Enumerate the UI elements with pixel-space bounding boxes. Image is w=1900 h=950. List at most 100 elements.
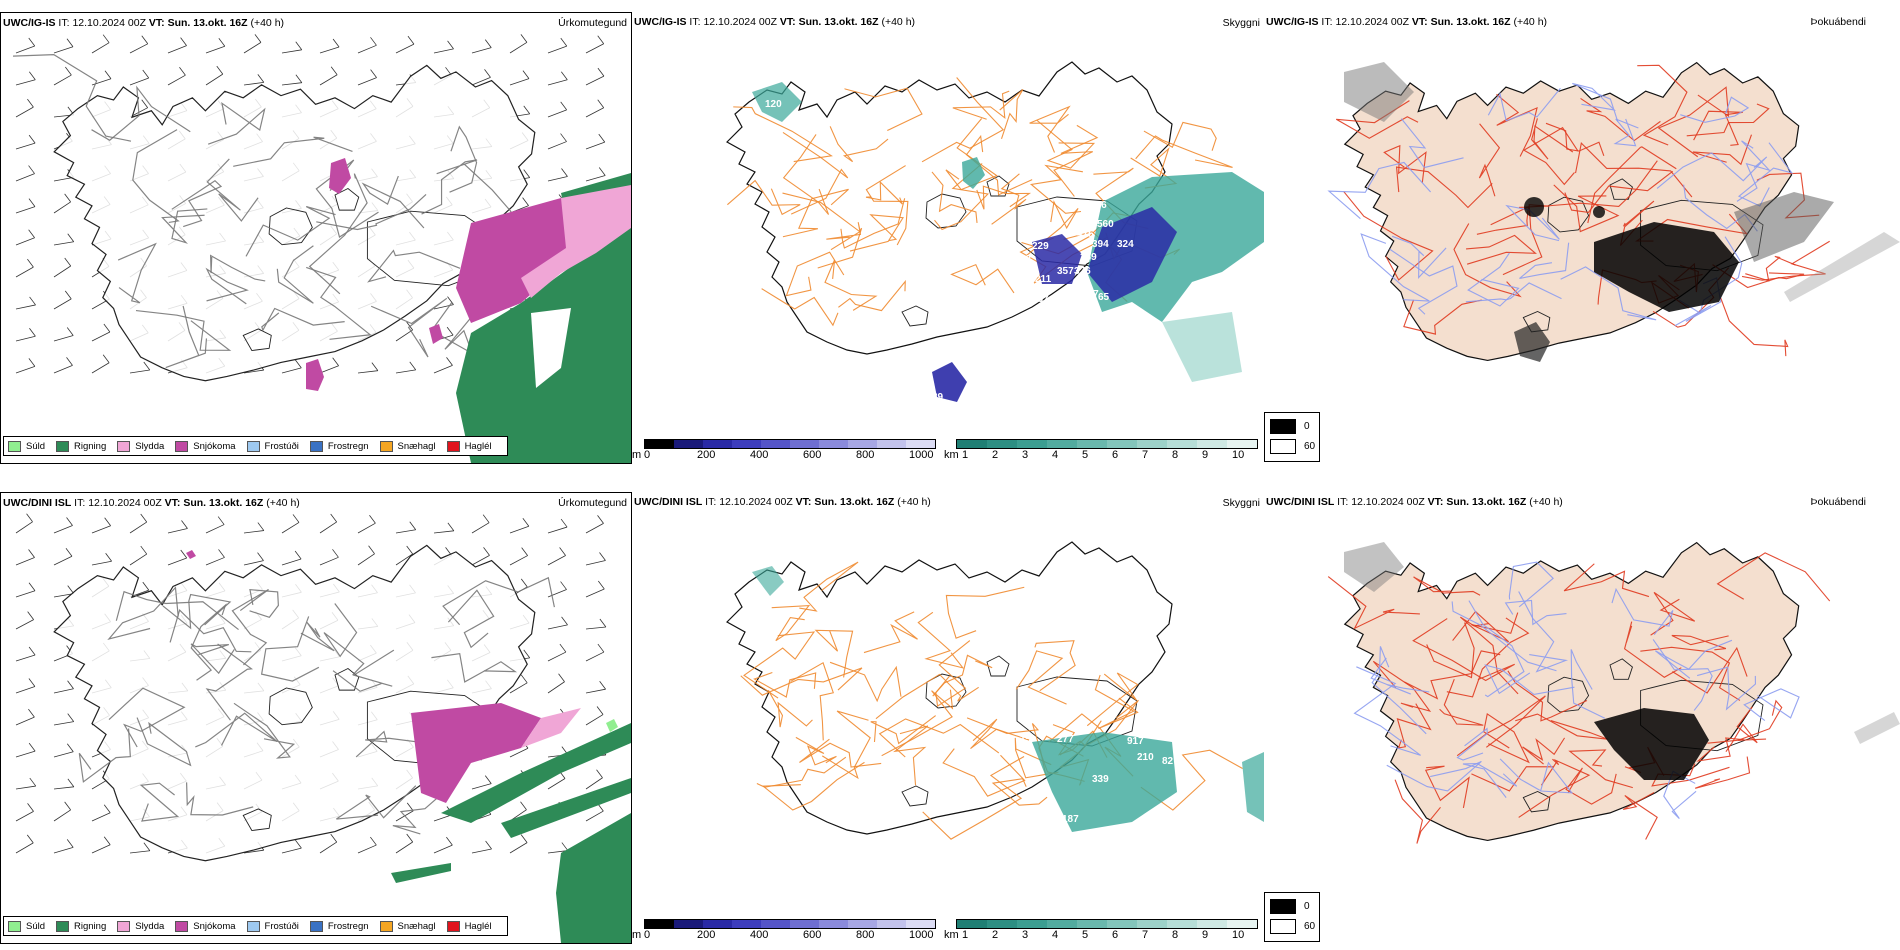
colorbar-segment (957, 920, 987, 928)
legend-swatch (8, 920, 21, 932)
colorbar-tick: 10 (1232, 929, 1245, 941)
cloud-base-label: 917 (1127, 736, 1144, 747)
cloud-base-colorbar: m 0 200 400 600 800 1000 (632, 915, 942, 945)
visibility-colorbar: km 1 2 3 4 5 6 7 8 9 10 (944, 435, 1264, 465)
cloud-base-label: 211 (1035, 274, 1052, 285)
precip-legend-item: Rigning (56, 920, 107, 932)
colorbar-segment (819, 920, 848, 928)
legend-label: Snæhagl (397, 440, 436, 452)
cloud-base-label: 15 (1020, 734, 1032, 745)
precip-type-map (15, 513, 631, 943)
colorbar-tick: 10 (1232, 449, 1245, 461)
fog-legend-item: 0 (1270, 899, 1310, 914)
colorbar-tick: 400 (750, 449, 769, 461)
cloud-base-label: 210 (1137, 752, 1154, 763)
colorbar-segment (790, 440, 819, 448)
precip-legend-item: Rigning (56, 440, 107, 452)
panel-title: UWC/DINI ISL IT: 12.10.2024 00Z VT: Sun.… (1266, 496, 1563, 508)
legend-swatch (246, 920, 260, 932)
legend-swatch (117, 440, 131, 452)
colorbar-unit: km (944, 929, 959, 941)
fog-legend-swatch (1270, 419, 1296, 434)
legend-label: Snjókoma (193, 440, 236, 452)
legend-label: Rigning (74, 920, 107, 932)
colorbar-tick: 7 (1142, 449, 1149, 461)
cloud-base-label: 120 (765, 99, 782, 110)
precip-legend-item: Frostúði (246, 440, 299, 452)
legend-swatch (309, 920, 323, 932)
precip-legend-item: Haglél (446, 440, 492, 452)
colorbar-segment (761, 920, 790, 928)
colorbar-tick: 2 (992, 449, 999, 461)
colorbar-tick: 5 (1082, 929, 1089, 941)
colorbar-tick: 3 (1022, 449, 1029, 461)
fog-indicator-panel: UWC/DINI ISL IT: 12.10.2024 00Z VT: Sun.… (1264, 492, 1900, 944)
cloud-base-label: 666 (1090, 200, 1107, 211)
colorbar-tick: 800 (856, 929, 875, 941)
legend-swatch (309, 440, 323, 452)
visibility-title: Skyggni (1222, 17, 1260, 29)
colorbar-tick: 1 (962, 929, 969, 941)
cloud-base-label: 324 (1117, 239, 1134, 250)
cloud-base-label: 657 (1082, 289, 1099, 300)
legend-label: Slydda (135, 440, 165, 452)
precip-legend-item: Súld (8, 920, 46, 932)
colorbar-segment (703, 440, 732, 448)
precip-type-title: Úrkomutegund (558, 17, 627, 29)
colorbar-unit: m (632, 449, 642, 461)
fog-legend-item: 60 (1270, 919, 1315, 934)
fog-legend: 0 60 (1264, 412, 1320, 462)
fog-legend-item: 60 (1270, 439, 1315, 454)
legend-label: Frostúði (264, 440, 299, 452)
colorbar-tick: 6 (1112, 449, 1119, 461)
colorbar-segment (645, 440, 674, 448)
colorbar-segment (703, 920, 732, 928)
cloud-base-label: 475 (1077, 229, 1094, 240)
colorbar-segment (987, 440, 1017, 448)
precip-type-panel: UWC/IG-IS IT: 12.10.2024 00Z VT: Sun. 13… (0, 12, 632, 464)
panel-title: UWC/IG-IS IT: 12.10.2024 00Z VT: Sun. 13… (634, 16, 916, 28)
colorbar-tick: 0 (644, 449, 651, 461)
legend-label: Súld (26, 920, 46, 932)
colorbar-segment (732, 440, 761, 448)
legend-label: Rigning (74, 440, 107, 452)
precip-legend-item: Frostúði (246, 920, 299, 932)
cloud-base-label: 229 (1032, 241, 1049, 252)
cloud-base-label: 172 (1062, 334, 1079, 345)
precip-legend-item: Slydda (117, 440, 165, 452)
colorbar-segment (1047, 920, 1077, 928)
colorbar-unit: m (632, 929, 642, 941)
legend-label: Snæhagl (397, 920, 436, 932)
colorbar-segment (1077, 920, 1107, 928)
legend-swatch (379, 920, 393, 932)
colorbar-segment (674, 440, 703, 448)
colorbar-tick: 7 (1142, 929, 1149, 941)
cloud-base-label: 277 (1057, 734, 1074, 745)
panel-title: UWC/IG-IS IT: 12.10.2024 00Z VT: Sun. 13… (3, 17, 285, 29)
colorbar-tick: 0 (644, 929, 651, 941)
cloud-base-label: 339 (1092, 774, 1109, 785)
colorbar-segments (644, 439, 936, 449)
cloud-base-label: 394 (1092, 239, 1109, 250)
colorbar-tick: 400 (750, 929, 769, 941)
legend-swatch (117, 920, 131, 932)
legend-label: Snjókoma (193, 920, 236, 932)
colorbar-segment (1107, 920, 1137, 928)
precip-legend-item: Frostregn (309, 920, 369, 932)
visibility-title: Skyggni (1222, 497, 1260, 509)
colorbar-tick: 600 (803, 929, 822, 941)
fog-legend-label: 0 (1304, 901, 1310, 912)
colorbar-segment (1137, 440, 1167, 448)
precip-legend-item: Haglél (446, 920, 492, 932)
legend-swatch (446, 440, 460, 452)
colorbar-segment (1227, 440, 1257, 448)
colorbar-segment (1137, 920, 1167, 928)
precip-legend-item: Slydda (117, 920, 164, 932)
fog-legend-item: 0 (1270, 419, 1310, 434)
cloud-base-label: 357 (1057, 266, 1074, 277)
colorbar-tick: 1 (962, 449, 969, 461)
precip-legend-item: Snæhagl (379, 440, 436, 452)
colorbar-tick: 4 (1052, 449, 1059, 461)
fog-legend-label: 60 (1304, 921, 1316, 932)
colorbar-segment (819, 440, 848, 448)
